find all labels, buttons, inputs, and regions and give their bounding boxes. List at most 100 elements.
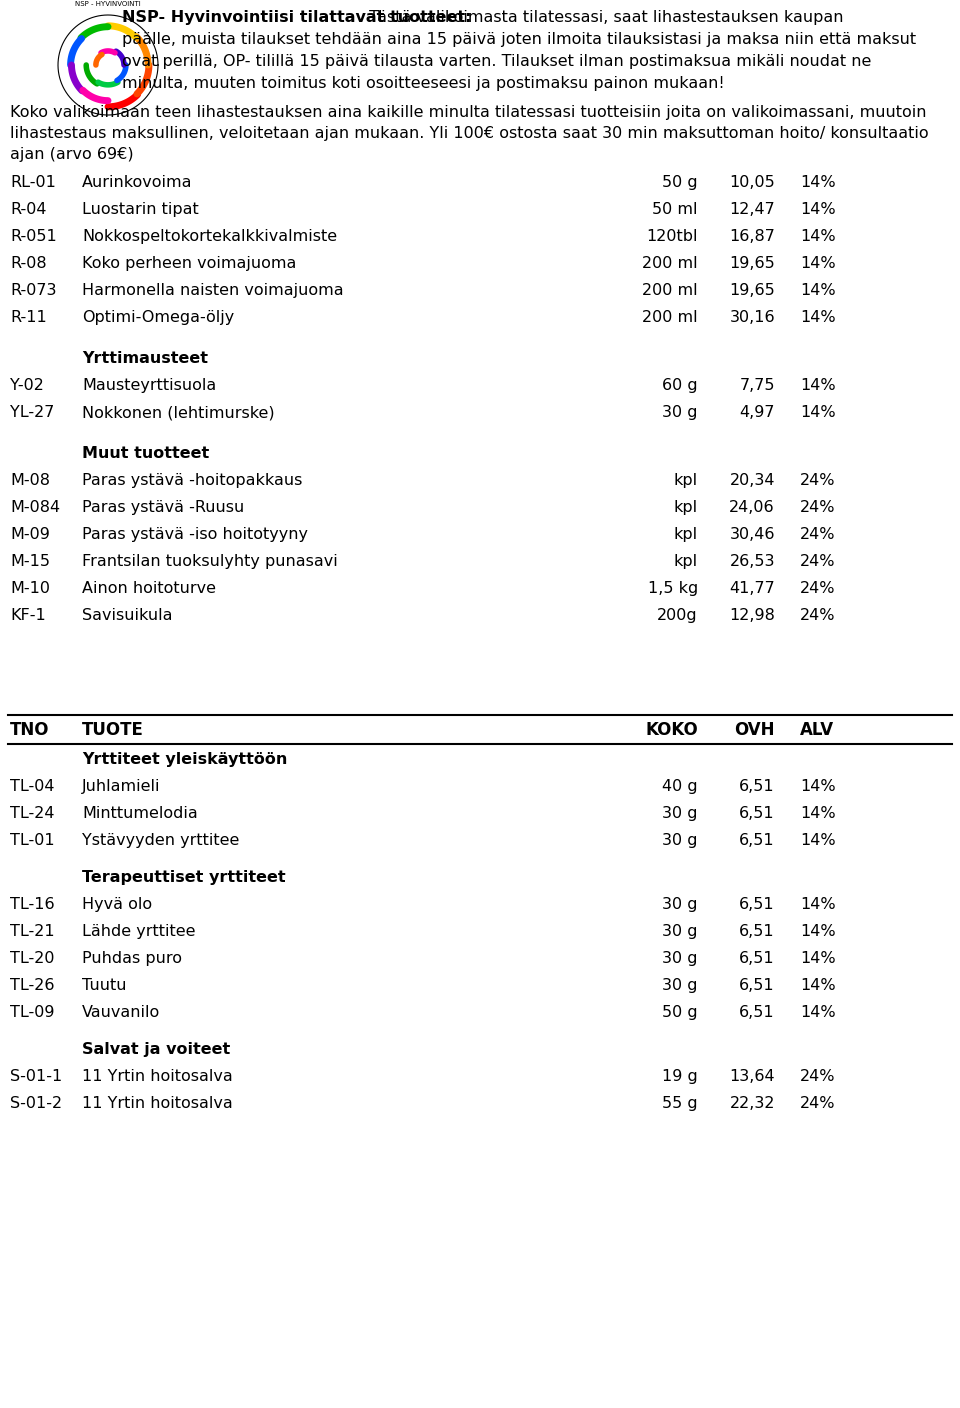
Text: 6,51: 6,51	[739, 979, 775, 993]
Text: 14%: 14%	[800, 377, 835, 393]
Text: Ystävyyden yrttitee: Ystävyyden yrttitee	[82, 834, 239, 848]
Text: 14%: 14%	[800, 201, 835, 217]
Text: 24%: 24%	[800, 527, 835, 542]
Text: 24,06: 24,06	[730, 500, 775, 515]
Text: 14%: 14%	[800, 175, 835, 190]
Text: 30 g: 30 g	[662, 834, 698, 848]
Text: lihastestaus maksullinen, veloitetaan ajan mukaan. Yli 100€ ostosta saat 30 min : lihastestaus maksullinen, veloitetaan aj…	[10, 125, 928, 141]
Text: TNO: TNO	[10, 721, 50, 739]
Text: Luostarin tipat: Luostarin tipat	[82, 201, 199, 217]
Text: KF-1: KF-1	[10, 608, 46, 622]
Text: M-08: M-08	[10, 473, 50, 489]
Text: 14%: 14%	[800, 979, 835, 993]
Text: 200 ml: 200 ml	[642, 310, 698, 325]
Text: 24%: 24%	[800, 473, 835, 489]
Text: 11 Yrtin hoitosalva: 11 Yrtin hoitosalva	[82, 1095, 232, 1111]
Text: Tuutu: Tuutu	[82, 979, 127, 993]
Text: 24%: 24%	[800, 608, 835, 622]
Text: 40 g: 40 g	[662, 779, 698, 794]
Text: kpl: kpl	[674, 473, 698, 489]
Text: R-04: R-04	[10, 201, 46, 217]
Text: 1,5 kg: 1,5 kg	[648, 582, 698, 596]
Text: Yrttiteet yleiskäyttöön: Yrttiteet yleiskäyttöön	[82, 752, 287, 767]
Text: 6,51: 6,51	[739, 779, 775, 794]
Text: päälle, muista tilaukset tehdään aina 15 päivä joten ilmoita tilauksistasi ja ma: päälle, muista tilaukset tehdään aina 15…	[122, 32, 916, 46]
Text: 30 g: 30 g	[662, 805, 698, 821]
Text: 50 g: 50 g	[662, 175, 698, 190]
Text: Terapeuttiset yrttiteet: Terapeuttiset yrttiteet	[82, 870, 286, 886]
Text: TL-01: TL-01	[10, 834, 55, 848]
Text: Nokkonen (lehtimurske): Nokkonen (lehtimurske)	[82, 406, 275, 420]
Text: 30 g: 30 g	[662, 979, 698, 993]
Text: TL-20: TL-20	[10, 950, 55, 966]
Text: ALV: ALV	[800, 721, 834, 739]
Text: OVH: OVH	[734, 721, 775, 739]
Text: S-01-2: S-01-2	[10, 1095, 62, 1111]
Text: M-09: M-09	[10, 527, 50, 542]
Text: RL-01: RL-01	[10, 175, 56, 190]
Text: 14%: 14%	[800, 950, 835, 966]
Text: 200 ml: 200 ml	[642, 256, 698, 270]
Text: 60 g: 60 g	[662, 377, 698, 393]
Text: 30 g: 30 g	[662, 406, 698, 420]
Text: Paras ystävä -iso hoitotyyny: Paras ystävä -iso hoitotyyny	[82, 527, 308, 542]
Text: 14%: 14%	[800, 1005, 835, 1019]
Text: 16,87: 16,87	[730, 230, 775, 244]
Text: Juhlamieli: Juhlamieli	[82, 779, 160, 794]
Text: TL-21: TL-21	[10, 924, 55, 939]
Text: Yrttimausteet: Yrttimausteet	[82, 351, 208, 366]
Text: Vauvanilo: Vauvanilo	[82, 1005, 160, 1019]
Text: Paras ystävä -Ruusu: Paras ystävä -Ruusu	[82, 500, 244, 515]
Text: Frantsilan tuoksulyhty punasavi: Frantsilan tuoksulyhty punasavi	[82, 553, 338, 569]
Text: 14%: 14%	[800, 256, 835, 270]
Text: Muut tuotteet: Muut tuotteet	[82, 446, 209, 460]
Text: M-10: M-10	[10, 582, 50, 596]
Text: 26,53: 26,53	[730, 553, 775, 569]
Text: 20,34: 20,34	[730, 473, 775, 489]
Text: 22,32: 22,32	[730, 1095, 775, 1111]
Text: R-08: R-08	[10, 256, 47, 270]
Text: 30 g: 30 g	[662, 950, 698, 966]
Text: 11 Yrtin hoitosalva: 11 Yrtin hoitosalva	[82, 1069, 232, 1084]
Text: 19,65: 19,65	[730, 256, 775, 270]
Text: 200 ml: 200 ml	[642, 283, 698, 298]
Text: 24%: 24%	[800, 553, 835, 569]
Text: 14%: 14%	[800, 406, 835, 420]
Text: 4,97: 4,97	[739, 406, 775, 420]
Text: 14%: 14%	[800, 230, 835, 244]
Text: Savisuikula: Savisuikula	[82, 608, 173, 622]
Text: 12,98: 12,98	[730, 608, 775, 622]
Text: TL-16: TL-16	[10, 897, 55, 912]
Text: 50 g: 50 g	[662, 1005, 698, 1019]
Text: 24%: 24%	[800, 500, 835, 515]
Text: KOKO: KOKO	[645, 721, 698, 739]
Text: 14%: 14%	[800, 779, 835, 794]
Text: ovat perillä, OP- tilillä 15 päivä tilausta varten. Tilaukset ilman postimaksua : ovat perillä, OP- tilillä 15 päivä tilau…	[122, 54, 872, 69]
Text: Tästä valikoimasta tilatessasi, saat lihastestauksen kaupan: Tästä valikoimasta tilatessasi, saat lih…	[364, 10, 844, 25]
Text: 6,51: 6,51	[739, 950, 775, 966]
Text: R-051: R-051	[10, 230, 57, 244]
Text: kpl: kpl	[674, 527, 698, 542]
Text: 24%: 24%	[800, 1095, 835, 1111]
Text: Lähde yrttitee: Lähde yrttitee	[82, 924, 196, 939]
Text: Mausteyrttisuola: Mausteyrttisuola	[82, 377, 216, 393]
Text: 7,75: 7,75	[739, 377, 775, 393]
Text: Minttumelodia: Minttumelodia	[82, 805, 198, 821]
Text: 6,51: 6,51	[739, 834, 775, 848]
Text: Paras ystävä -hoitopakkaus: Paras ystävä -hoitopakkaus	[82, 473, 302, 489]
Text: Hyvä olo: Hyvä olo	[82, 897, 152, 912]
Text: TL-24: TL-24	[10, 805, 55, 821]
Text: 14%: 14%	[800, 897, 835, 912]
Text: R-073: R-073	[10, 283, 57, 298]
Text: kpl: kpl	[674, 553, 698, 569]
Text: Salvat ja voiteet: Salvat ja voiteet	[82, 1042, 230, 1057]
Text: 6,51: 6,51	[739, 1005, 775, 1019]
Text: Koko perheen voimajuoma: Koko perheen voimajuoma	[82, 256, 297, 270]
Text: kpl: kpl	[674, 500, 698, 515]
Text: 50 ml: 50 ml	[653, 201, 698, 217]
Text: 19,65: 19,65	[730, 283, 775, 298]
Text: Harmonella naisten voimajuoma: Harmonella naisten voimajuoma	[82, 283, 344, 298]
Text: 14%: 14%	[800, 805, 835, 821]
Text: TL-09: TL-09	[10, 1005, 55, 1019]
Text: Y-02: Y-02	[10, 377, 44, 393]
